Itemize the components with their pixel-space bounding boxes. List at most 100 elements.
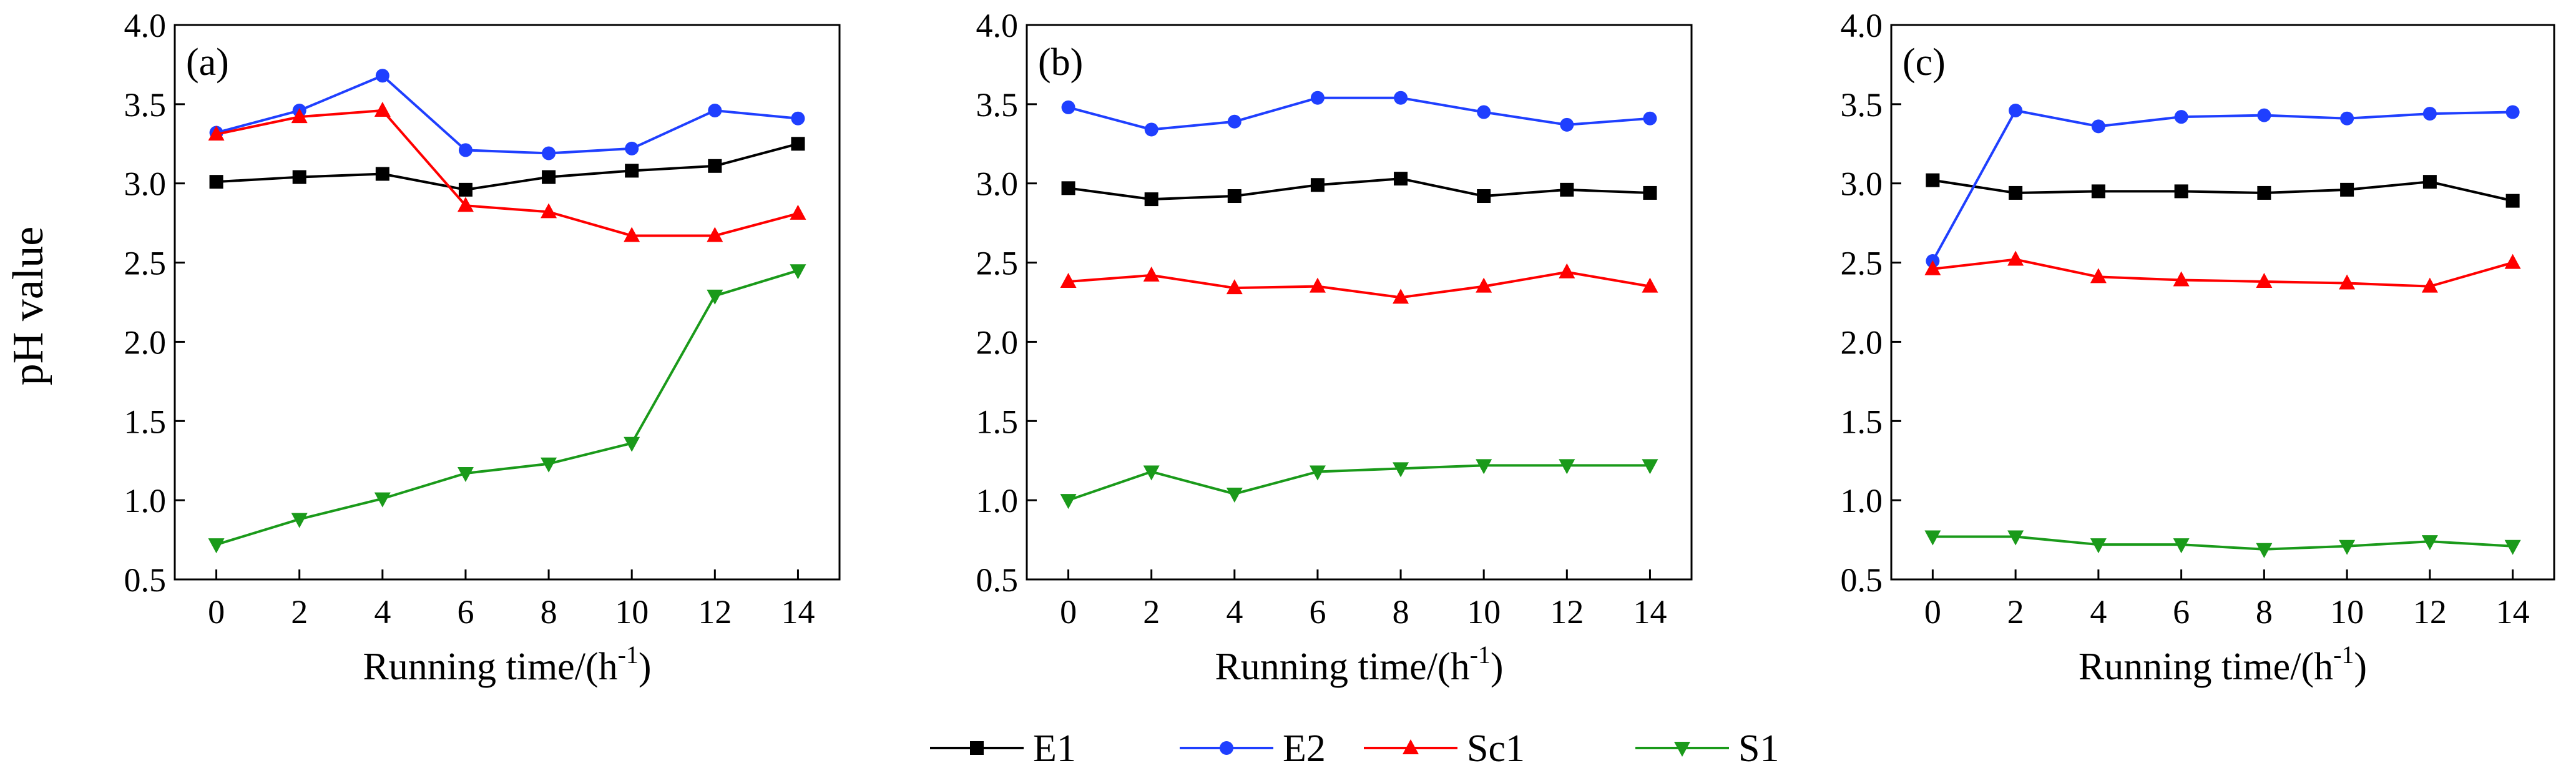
data-point: [374, 492, 391, 508]
data-point: [2174, 110, 2188, 124]
x-tick-label: 0: [1060, 593, 1077, 631]
y-tick-label: 1.5: [976, 403, 1019, 440]
legend-item-E1: E1: [930, 727, 1076, 770]
x-axis-title-sup: -1: [618, 641, 639, 669]
data-point: [1061, 100, 1075, 114]
series-S1: [1924, 530, 2521, 558]
data-point: [1926, 173, 1940, 187]
y-tick-label: 1.5: [1841, 403, 1883, 440]
series-E1: [209, 137, 805, 197]
x-axis-title-main: Running time/(h: [2079, 646, 2333, 688]
x-axis-title-end: ): [1491, 646, 1504, 688]
x-tick-label: 2: [2007, 593, 2024, 631]
data-point: [2505, 194, 2520, 208]
data-point: [1310, 178, 1325, 192]
data-point: [624, 227, 640, 242]
panels: 0.5 1.0 1.5 2.0 2.5 3.0 3.5 4.0 0 2 4 6 8 10 12 14 Runni…: [124, 7, 2555, 688]
data-point: [458, 182, 473, 197]
data-point: [208, 538, 225, 554]
y-tick-label: 0.5: [976, 561, 1019, 599]
data-point: [1476, 459, 1492, 475]
series-line: [1932, 179, 2514, 202]
y-tick-label: 3.0: [124, 165, 167, 203]
series-E1: [1061, 172, 1657, 207]
data-point: [2421, 535, 2438, 551]
data-point: [2422, 175, 2437, 189]
data-point: [2091, 184, 2105, 199]
legend-label: E2: [1283, 727, 1326, 770]
data-point: [292, 170, 306, 184]
series-E2: [209, 69, 805, 160]
y-tick-label: 1.0: [124, 482, 167, 519]
data-point: [624, 436, 640, 452]
y-tick-label: 2.0: [1841, 323, 1883, 361]
x-tick-label: 4: [1226, 593, 1243, 631]
data-point: [375, 167, 389, 181]
plot-frame: [1890, 24, 2555, 581]
series-line: [1068, 270, 1650, 299]
x-axis-title-sup: -1: [2333, 641, 2354, 669]
data-point: [542, 146, 556, 160]
data-point: [1924, 530, 1941, 546]
y-tick-label: 2.5: [124, 245, 167, 282]
data-point: [2257, 185, 2271, 200]
y-tick-label: 1.5: [124, 403, 167, 440]
data-point: [1642, 459, 1658, 475]
data-point: [541, 457, 557, 473]
y-axis-title: pH value: [4, 227, 52, 386]
data-point: [291, 513, 308, 528]
data-point: [2090, 268, 2107, 283]
legend-item-Sc1: Sc1: [1364, 727, 1525, 770]
series-S1: [208, 264, 806, 554]
data-point: [1143, 266, 1160, 282]
data-point: [457, 197, 474, 212]
data-point: [542, 170, 556, 184]
data-point: [1226, 279, 1243, 295]
legend-label: E1: [1033, 727, 1076, 770]
data-point: [1393, 288, 1409, 304]
data-point: [2173, 538, 2190, 554]
y-tick-label: 3.0: [976, 165, 1019, 203]
legend-marker: [1403, 739, 1419, 754]
series-line: [216, 142, 798, 191]
x-tick-label: 8: [2256, 593, 2273, 631]
legend-item-S1: S1: [1635, 727, 1779, 770]
data-point: [1924, 260, 1941, 275]
data-point: [458, 143, 473, 157]
data-point: [2505, 105, 2520, 119]
series-E1: [1926, 173, 2520, 208]
data-point: [2256, 273, 2273, 288]
data-point: [2173, 271, 2190, 287]
x-tick-label: 12: [2413, 593, 2447, 631]
series-line: [216, 74, 798, 155]
series-E2: [1061, 91, 1657, 137]
y-tick-label: 2.5: [1841, 245, 1883, 282]
x-axis-title-end: ): [2354, 646, 2367, 688]
y-tick-label: 1.0: [976, 482, 1019, 519]
data-point: [1226, 487, 1243, 503]
series-line: [1932, 535, 2513, 551]
data-point: [791, 111, 805, 126]
data-point: [2091, 119, 2105, 134]
data-point: [2340, 182, 2354, 197]
data-point: [1309, 277, 1326, 293]
data-point: [2007, 250, 2024, 266]
data-point: [2174, 184, 2188, 199]
y-tick-label: 3.5: [124, 86, 167, 124]
y-tick-label: 0.5: [124, 561, 167, 599]
y-tick-label: 3.5: [1841, 86, 1883, 124]
series-line: [215, 269, 799, 546]
data-point: [1559, 459, 1575, 475]
x-axis-title: Running time/(h-1): [363, 641, 651, 688]
data-point: [1477, 189, 1491, 204]
x-tick-label: 14: [781, 593, 815, 631]
data-point: [2421, 277, 2438, 293]
panel-label: (c): [1903, 41, 1946, 84]
data-point: [625, 164, 639, 178]
series-line: [216, 109, 798, 237]
series-line: [1068, 177, 1650, 201]
series-S1: [1060, 459, 1658, 510]
data-point: [1144, 192, 1158, 207]
data-point: [1227, 189, 1241, 204]
